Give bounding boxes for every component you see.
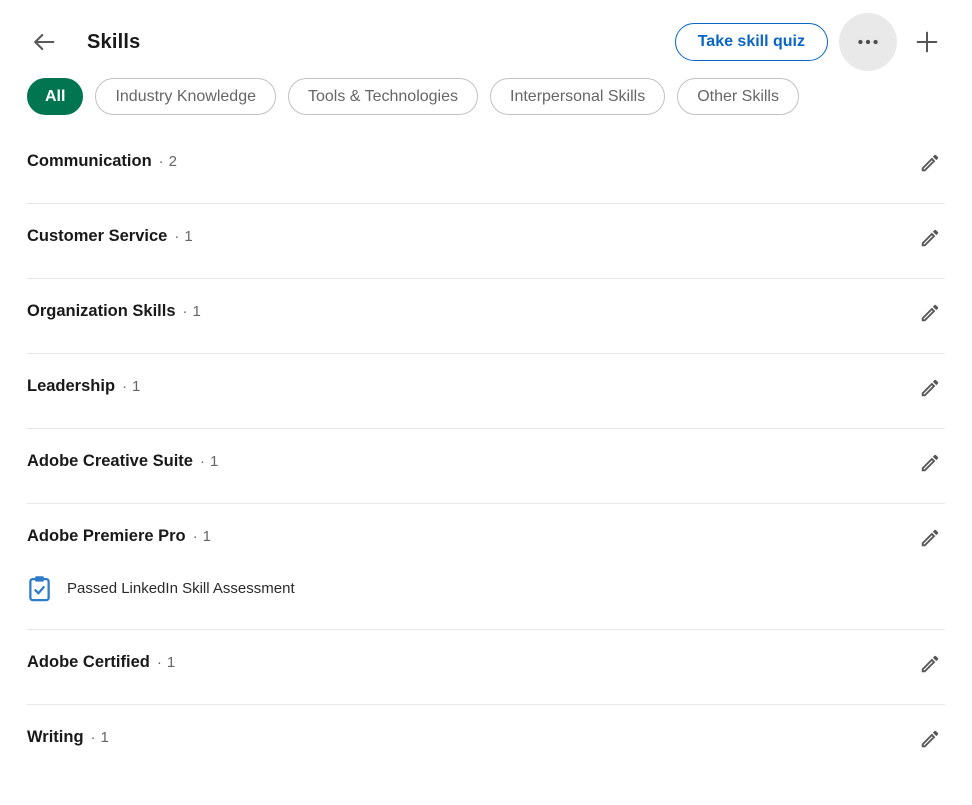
skill-name: Adobe Certified: [27, 653, 150, 671]
skills-page: Skills Take skill quiz All Industry Know…: [0, 13, 972, 779]
edit-skill-button[interactable]: [917, 651, 943, 677]
page-title: Skills: [87, 30, 141, 53]
arrow-left-icon: [30, 28, 58, 56]
skill-name: Customer Service: [27, 227, 168, 245]
pencil-icon: [919, 728, 941, 750]
filter-pill-other-skills[interactable]: Other Skills: [677, 78, 799, 115]
endorsement-count: 1: [166, 654, 176, 671]
filter-pill-all[interactable]: All: [27, 78, 84, 115]
dot-separator: ·: [199, 453, 205, 470]
dot-separator: ·: [192, 528, 198, 545]
skill-line: Adobe Premiere Pro · 1: [27, 527, 295, 546]
header: Skills Take skill quiz: [27, 13, 945, 71]
skill-name: Adobe Premiere Pro: [27, 527, 186, 545]
skill-assessment-badge: Passed LinkedIn Skill Assessment: [27, 575, 295, 602]
endorsement-count: 1: [132, 378, 141, 395]
skill-line: Customer Service · 1: [27, 227, 193, 246]
skill-main: Adobe Premiere Pro · 1 Passed LinkedIn S…: [27, 527, 295, 602]
skill-line: Writing · 1: [27, 728, 109, 747]
endorsement-count: 1: [202, 528, 211, 545]
dot-separator: ·: [182, 303, 188, 320]
dot-separator: ·: [156, 654, 162, 671]
skill-list: Communication · 2 Customer Service · 1: [27, 129, 945, 779]
filter-pill-industry-knowledge[interactable]: Industry Knowledge: [95, 78, 276, 115]
pencil-icon: [919, 527, 941, 549]
skill-line: Organization Skills · 1: [27, 302, 201, 321]
skill-line: Communication · 2: [27, 152, 177, 171]
skill-line: Leadership · 1: [27, 377, 140, 396]
edit-skill-button[interactable]: [917, 375, 943, 401]
skill-row: Adobe Certified · 1: [27, 630, 945, 705]
clipboard-check-icon: [27, 575, 52, 602]
pencil-icon: [919, 377, 941, 399]
dot-separator: ·: [122, 378, 128, 395]
pencil-icon: [919, 452, 941, 474]
edit-skill-button[interactable]: [917, 150, 943, 176]
endorsement-count: 1: [192, 303, 201, 320]
skill-row: Writing · 1: [27, 705, 945, 779]
skill-name: Adobe Creative Suite: [27, 452, 193, 470]
skill-line: Adobe Certified · 1: [27, 653, 175, 672]
skill-row: Customer Service · 1: [27, 204, 945, 279]
more-options-button[interactable]: [839, 13, 897, 71]
edit-skill-button[interactable]: [917, 525, 943, 551]
edit-skill-button[interactable]: [917, 726, 943, 752]
skill-name: Communication: [27, 152, 152, 170]
pencil-icon: [919, 227, 941, 249]
endorsement-count: 2: [168, 153, 178, 170]
edit-skill-button[interactable]: [917, 450, 943, 476]
endorsement-count: 1: [184, 228, 193, 245]
endorsement-count: 1: [209, 453, 219, 470]
skill-name: Writing: [27, 728, 84, 746]
filter-pill-interpersonal-skills[interactable]: Interpersonal Skills: [490, 78, 666, 115]
skill-name: Leadership: [27, 377, 116, 395]
filter-pill-tools-technologies[interactable]: Tools & Technologies: [287, 78, 479, 115]
skill-category-filters: All Industry Knowledge Tools & Technolog…: [27, 78, 945, 115]
back-button[interactable]: [27, 25, 61, 59]
skill-row: Adobe Creative Suite · 1: [27, 429, 945, 504]
endorsement-count: 1: [100, 729, 109, 746]
dot-separator: ·: [158, 153, 164, 170]
edit-skill-button[interactable]: [917, 300, 943, 326]
edit-skill-button[interactable]: [917, 225, 943, 251]
assessment-badge-label: Passed LinkedIn Skill Assessment: [67, 580, 295, 597]
skill-row: Leadership · 1: [27, 354, 945, 429]
ellipsis-icon: [855, 29, 881, 55]
take-skill-quiz-button[interactable]: Take skill quiz: [674, 23, 828, 61]
skill-row: Organization Skills · 1: [27, 279, 945, 354]
dot-separator: ·: [174, 228, 180, 245]
skill-row: Communication · 2: [27, 129, 945, 204]
pencil-icon: [919, 653, 941, 675]
skill-name: Organization Skills: [27, 302, 176, 320]
plus-icon: [913, 28, 941, 56]
add-skill-button[interactable]: [909, 24, 945, 60]
pencil-icon: [919, 302, 941, 324]
skill-row: Adobe Premiere Pro · 1 Passed LinkedIn S…: [27, 504, 945, 630]
skill-line: Adobe Creative Suite · 1: [27, 452, 218, 471]
dot-separator: ·: [90, 729, 96, 746]
pencil-icon: [919, 152, 941, 174]
